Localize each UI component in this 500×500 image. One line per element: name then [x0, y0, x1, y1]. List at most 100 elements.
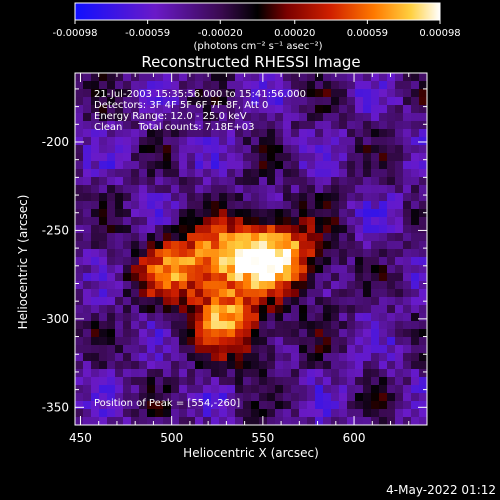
heatmap-cell [363, 345, 372, 354]
heatmap-cell [371, 345, 380, 354]
heatmap-cell [331, 73, 340, 82]
heatmap-cell [75, 73, 84, 82]
heatmap-cell [259, 137, 268, 146]
heatmap-cell [99, 169, 108, 178]
heatmap-cell [83, 193, 92, 202]
heatmap-cell [363, 89, 372, 98]
heatmap-cell [83, 169, 92, 178]
heatmap-cell [163, 89, 172, 98]
heatmap-cell [211, 233, 220, 242]
heatmap-cell [171, 369, 180, 378]
heatmap-cell [283, 177, 292, 186]
heatmap-cell [107, 73, 116, 82]
heatmap-cell [275, 81, 284, 90]
heatmap-cell [171, 273, 180, 282]
heatmap-cell [323, 225, 332, 234]
heatmap-cell [219, 121, 228, 130]
heatmap-cell [347, 137, 356, 146]
heatmap-cell [283, 217, 292, 226]
heatmap-cell [131, 249, 140, 258]
heatmap-cell [139, 353, 148, 362]
heatmap-cell [403, 225, 412, 234]
heatmap-cell [315, 209, 324, 218]
heatmap-cell [179, 289, 188, 298]
heatmap-cell [91, 233, 100, 242]
heatmap-cell [339, 401, 348, 410]
heatmap-cell [339, 81, 348, 90]
heatmap-cell [115, 105, 124, 114]
heatmap-cell [83, 337, 92, 346]
heatmap-cell [355, 137, 364, 146]
heatmap-cell [131, 137, 140, 146]
heatmap-cell [123, 393, 132, 402]
heatmap-cell [163, 137, 172, 146]
heatmap-cell [315, 113, 324, 122]
heatmap-cell [163, 353, 172, 362]
heatmap-cell [315, 329, 324, 338]
heatmap-cell [275, 329, 284, 338]
heatmap-cell [195, 153, 204, 162]
heatmap-cell [355, 105, 364, 114]
heatmap-cell [75, 249, 84, 258]
heatmap-cell [203, 281, 212, 290]
heatmap-cell [107, 201, 116, 210]
heatmap-cell [275, 217, 284, 226]
heatmap-cell [411, 193, 420, 202]
heatmap-cell [107, 321, 116, 330]
heatmap-cell [91, 385, 100, 394]
heatmap-cell [195, 121, 204, 130]
heatmap-cell [347, 177, 356, 186]
heatmap-cell [163, 233, 172, 242]
heatmap-cell [203, 201, 212, 210]
heatmap-cell [419, 417, 427, 425]
heatmap-cell [395, 401, 404, 410]
heatmap-cell [107, 177, 116, 186]
heatmap-cell [403, 297, 412, 306]
heatmap-cell [179, 105, 188, 114]
heatmap-cell [123, 409, 132, 418]
heatmap-cell [107, 289, 116, 298]
heatmap-cell [259, 409, 268, 418]
heatmap-cell [187, 313, 196, 322]
heatmap-cell [299, 137, 308, 146]
heatmap-cell [339, 345, 348, 354]
heatmap-cell [195, 257, 204, 266]
heatmap-cell [99, 249, 108, 258]
heatmap-cell [347, 289, 356, 298]
heatmap-cell [107, 153, 116, 162]
heatmap-cell [131, 265, 140, 274]
heatmap-cell [299, 337, 308, 346]
heatmap-cell [219, 297, 228, 306]
heatmap-cell [123, 377, 132, 386]
heatmap-cell [115, 89, 124, 98]
heatmap-cell [283, 361, 292, 370]
heatmap-cell [203, 249, 212, 258]
heatmap-cell [147, 409, 156, 418]
heatmap-cell [251, 265, 260, 274]
heatmap-cell [235, 265, 244, 274]
heatmap-cell [187, 417, 196, 425]
heatmap-cell [371, 113, 380, 122]
heatmap-cell [131, 281, 140, 290]
heatmap-cell [315, 129, 324, 138]
heatmap-cell [299, 369, 308, 378]
heatmap-cell [259, 321, 268, 330]
heatmap-cell [147, 153, 156, 162]
heatmap-cell [339, 137, 348, 146]
heatmap-cell [347, 145, 356, 154]
heatmap-cell [171, 353, 180, 362]
heatmap-cell [403, 193, 412, 202]
heatmap-cell [363, 73, 372, 82]
heatmap-cell [259, 209, 268, 218]
heatmap-cell [123, 353, 132, 362]
heatmap-cell [115, 305, 124, 314]
heatmap-cell [339, 209, 348, 218]
heatmap-cell [227, 209, 236, 218]
heatmap-cell [243, 337, 252, 346]
heatmap-cell [139, 401, 148, 410]
heatmap-cell [403, 417, 412, 425]
heatmap-cell [139, 145, 148, 154]
heatmap-cell [363, 401, 372, 410]
heatmap-cell [347, 409, 356, 418]
heatmap-cell [219, 417, 228, 425]
